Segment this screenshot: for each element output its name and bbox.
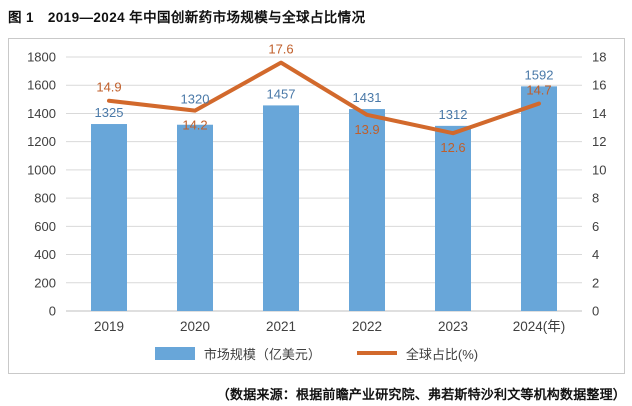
y-right-tick-label: 10 (592, 162, 606, 177)
y-right-tick-label: 6 (592, 219, 599, 234)
y-right-tick-label: 16 (592, 78, 606, 93)
x-axis-label: 2019 (94, 319, 124, 334)
line-value-label: 13.9 (354, 122, 379, 137)
line-value-label: 12.6 (440, 140, 465, 155)
bar-2024(年) (521, 86, 557, 312)
y-left-tick-label: 1600 (27, 78, 56, 93)
chart-panel: 0 200 400 600 800 1000 1200 1400 1600 1800 0 2 4 6 8 10… (8, 38, 625, 374)
global-share-line (107, 60, 541, 136)
y-left-tick-label: 1400 (27, 106, 56, 121)
y-right-tick-label: 4 (592, 247, 599, 262)
line-value-label: 14.7 (526, 83, 551, 98)
data-source-note: （数据来源：根据前瞻产业研究院、弗若斯特沙利文等机构数据整理） (216, 387, 626, 402)
x-axis-label: 2021 (266, 319, 296, 334)
bar-2019 (91, 124, 127, 312)
line-value-label: 17.6 (268, 42, 293, 57)
line-value-label: 14.9 (96, 80, 121, 95)
y-left-tick-label: 400 (34, 247, 56, 262)
bar-value-label: 1312 (439, 107, 468, 122)
legend-item-global-share: 全球占比(%) (356, 344, 479, 363)
y-left-tick-label: 1000 (27, 162, 56, 177)
y-left-tick-label: 600 (34, 219, 56, 234)
legend-label-market-size: 市场规模（亿美元） (203, 346, 321, 362)
chart-legend: 市场规模（亿美元） 全球占比(%) (9, 340, 624, 366)
bar-value-label: 1592 (525, 67, 554, 82)
bar-2023 (435, 125, 471, 312)
y-left-tick-label: 800 (34, 191, 56, 206)
x-axis-label: 2023 (438, 319, 468, 334)
figure-title: 图 1 2019—2024 年中国创新药市场规模与全球占比情况 (8, 10, 366, 25)
y-right-tick-label: 14 (592, 106, 606, 121)
y-right-tick-label: 18 (592, 50, 606, 65)
line-series-swatch-icon (356, 351, 397, 355)
y-left-tick-label: 200 (34, 275, 56, 290)
y-right-tick-label: 12 (592, 134, 606, 149)
bar-value-label: 1320 (181, 92, 210, 107)
legend-item-market-size: 市场规模（亿美元） (154, 344, 321, 363)
y-right-tick-label: 8 (592, 191, 599, 206)
bar-series-swatch-icon (154, 346, 195, 360)
y-left-tick-label: 1800 (27, 50, 56, 65)
bar-2021 (263, 105, 299, 311)
chart-canvas: 0 200 400 600 800 1000 1200 1400 1600 1800 0 2 4 6 8 10… (27, 42, 606, 334)
y-right-tick-label: 2 (592, 275, 599, 290)
y-left-tick-label: 0 (49, 304, 56, 319)
bar-value-label: 1325 (95, 105, 124, 120)
legend-label-global-share: 全球占比(%) (405, 346, 479, 362)
x-axis-label: 2024(年) (513, 319, 566, 334)
bar-2020 (177, 124, 213, 311)
x-axis-label: 2022 (352, 319, 382, 334)
bar-value-label: 1431 (353, 90, 382, 105)
x-axis-label: 2020 (180, 319, 210, 334)
line-value-label: 14.2 (182, 118, 207, 133)
bar-value-label: 1457 (267, 86, 296, 101)
y-left-tick-label: 1200 (27, 134, 56, 149)
bar-2022 (349, 109, 385, 311)
y-right-tick-label: 0 (592, 304, 599, 319)
